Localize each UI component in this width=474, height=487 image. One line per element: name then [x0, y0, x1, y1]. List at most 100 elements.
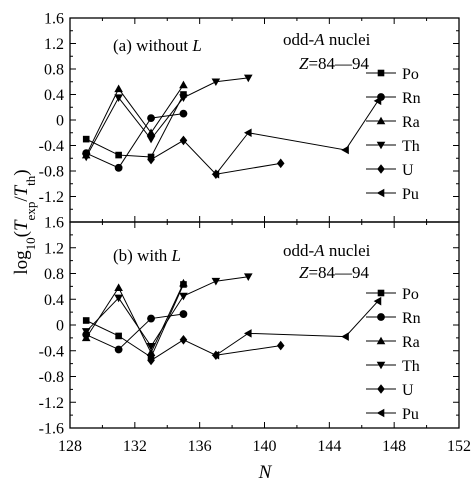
panel-a-note-line2: Z=84—94	[299, 54, 370, 73]
panel-a-legend-marker-th	[376, 141, 386, 150]
panel-a-series-ra-point	[179, 80, 188, 89]
panel-b-series-ra-point	[179, 278, 188, 287]
panel-b-note-line1: odd-A nuclei	[283, 241, 371, 260]
panel-b-legend-marker-pu	[376, 408, 385, 418]
panel-a-y-tick-label: 0.8	[44, 62, 64, 79]
panel-a-series-po-point	[82, 135, 90, 143]
panel-a-legend: Po Rn Ra Th U Pu	[366, 66, 421, 203]
panel-b-x-ticks	[69, 222, 460, 428]
panel-a-legend-label-pu: Pu	[402, 186, 419, 203]
panel-b: 1.6 1.2 0.8 0.4 0 -0.4 -0.8 -1.2 -1.6 Po Rn Ra Th UP…	[39, 215, 460, 438]
panel-a-y-tick-label: 1.2	[44, 36, 64, 53]
panel-b-legend-marker-po	[377, 289, 385, 297]
panel-b-y-ticks: 1.6 1.2 0.8 0.4 0 -0.4 -0.8 -1.2 -1.6	[39, 215, 459, 438]
x-tick-label: 152	[447, 438, 471, 455]
y-axis-title: log10(Texp/Tth)	[11, 169, 38, 274]
panel-a-series-u-point	[147, 154, 155, 165]
panel-b-y-tick-label: -0.8	[39, 369, 64, 386]
panel-b-tag: (b) with L	[113, 246, 181, 265]
panel-a-y-tick-label: -1.2	[39, 189, 64, 206]
panel-b-y-tick-label: -1.2	[39, 395, 64, 412]
panel-a-series-pu-line	[215, 100, 379, 175]
panel-b-series-rn-point	[147, 314, 155, 323]
panel-a-y-ticks: 1.6 1.2 0.8 0.4 0 -0.4 -0.8 -1.2	[39, 11, 459, 223]
x-tick-labels: 128 132 136 140 144 148 152	[58, 438, 471, 455]
panel-a-legend-marker-ra	[376, 116, 386, 125]
panel-a-series	[81, 74, 382, 179]
panel-a-series-u-point	[179, 135, 188, 146]
panel-b-series-pu-line	[215, 300, 379, 356]
panel-a-legend-marker-pu	[376, 188, 385, 198]
panel-b-series-th-point	[211, 277, 221, 286]
panel-b-legend: Po Rn Ra Th U Pu	[366, 286, 421, 423]
panel-a-note-line1: odd-A nuclei	[283, 30, 371, 49]
panel-a-series-th-line	[85, 77, 249, 158]
panel-a-legend-label-ra: Ra	[402, 114, 420, 131]
panel-a-series-po-line	[85, 94, 184, 158]
panel-b-series-u-line	[150, 339, 281, 361]
panel-b-y-tick-label: -1.6	[39, 421, 64, 438]
panel-b-series-rn-point	[179, 310, 188, 318]
panel-b-y-tick-label: 1.6	[44, 215, 64, 232]
panel-b-series-po-point	[82, 317, 90, 324]
panel-a-series-th-point	[146, 135, 156, 144]
panel-a-series-rn-point	[114, 163, 123, 172]
panel-b-series-pu-point	[373, 296, 382, 306]
panel-b-legend-label-po: Po	[402, 286, 419, 303]
panel-b-legend-label-th: Th	[402, 358, 420, 375]
panel-b-legend-marker-u	[377, 384, 385, 394]
panel-a-series-pu-point	[341, 145, 349, 155]
panel-a-y-tick-label: -0.4	[39, 138, 64, 155]
panel-a-series-po-point	[115, 151, 122, 159]
x-axis-title: N	[258, 462, 273, 483]
panel-b-legend-label-u: U	[402, 382, 414, 399]
panel-b-series-ra-point	[114, 283, 123, 291]
panel-b-series-ra-point	[146, 348, 156, 356]
panel-b-legend-label-pu: Pu	[402, 406, 419, 423]
panel-a-legend-marker-po	[377, 69, 385, 77]
panel-b-series-th-point	[81, 328, 91, 336]
panel-a-y-tick-label: 1.6	[44, 11, 64, 28]
panel-a-series-ra-point	[114, 84, 123, 93]
panel-b-series-u-point	[147, 355, 155, 366]
panel-a-legend-label-rn: Rn	[402, 90, 421, 107]
x-tick-label: 140	[253, 438, 277, 455]
panel-b-y-tick-label: -0.4	[39, 343, 64, 360]
panel-a-y-tick-label: 0.4	[44, 87, 64, 104]
panel-b-legend-marker-rn	[377, 313, 385, 321]
panel-b-note-line2: Z=84—94	[299, 263, 370, 282]
panel-b-legend-marker-ra	[376, 336, 386, 345]
panel-b-series-ra-point	[81, 333, 91, 342]
panel-b-series-po-point	[115, 332, 122, 340]
panel-b-series-rn-point	[114, 345, 123, 354]
panel-a-legend-marker-rn	[377, 93, 385, 101]
panel-a-y-tick-label: -0.8	[39, 164, 64, 181]
x-tick-label: 144	[317, 438, 341, 455]
panel-b-series-th-point	[243, 273, 253, 282]
panel-b-series-u-point	[276, 340, 285, 351]
panel-b-y-tick-label: 0.4	[44, 292, 64, 309]
panel-a-series-rn-point	[147, 114, 155, 122]
panel-b-series	[81, 273, 382, 366]
panel-a-y-tick-label: 0	[56, 113, 64, 130]
panel-a-series-th-point	[114, 94, 123, 102]
panel-a-x-ticks	[69, 18, 460, 222]
panel-a-series-th-point	[211, 78, 221, 87]
panel-a-series-pu-point	[243, 128, 252, 138]
panel-a: 1.6 1.2 0.8 0.4 0 -0.4 -0.8 -1.2 Po Rn Ra Th U Pu (a…	[39, 11, 460, 223]
panel-a-series-th-point	[243, 74, 253, 83]
panel-b-y-tick-label: 0.8	[44, 266, 64, 283]
panel-b-series-th-line	[85, 276, 249, 348]
panel-b-legend-label-ra: Ra	[402, 334, 420, 351]
x-tick-label: 136	[188, 438, 212, 455]
panel-a-series-th-point	[179, 94, 188, 102]
panel-a-series-ra-line	[85, 84, 184, 156]
panel-a-legend-marker-u	[377, 164, 385, 174]
panel-b-series-th-point	[114, 294, 123, 303]
panel-b-legend-marker-th	[376, 361, 386, 370]
panel-a-series-ra-point	[146, 128, 156, 137]
x-tick-label: 132	[123, 438, 147, 455]
panel-a-legend-label-th: Th	[402, 138, 420, 155]
panel-b-series-th-point	[146, 342, 156, 351]
